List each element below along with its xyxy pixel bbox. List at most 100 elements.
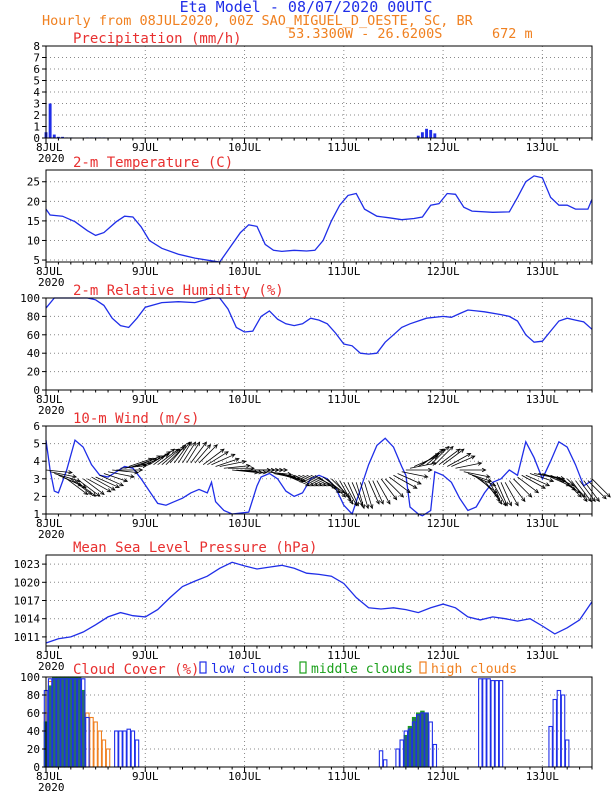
low-cloud-bar [428,721,433,768]
wind-arrow [190,441,207,464]
wind-arrow-head [305,482,311,487]
wind-arrow-head [100,490,105,495]
low-cloud-bar [130,730,136,768]
wind-arrow [355,482,365,509]
wind-arrow [422,448,444,466]
wind-arrow-head [386,499,391,505]
legend-middle-label: middle clouds [311,662,413,677]
y-tick-label: 6 [33,420,40,433]
wind-arrow-head [134,470,140,475]
wind-arrow [364,482,373,509]
low-cloud-bar [564,739,570,768]
x-year-label: 2020 [38,781,65,792]
wind-arrow [463,471,490,478]
wind-arrow [207,451,229,466]
gridlines [46,170,592,262]
wind-arrow-head [72,474,78,479]
wind-arrow [149,451,171,466]
wind-arrow-head [262,470,268,475]
x-day-label: 11JUL [327,649,360,662]
wind-arrow [372,480,384,505]
wind-arrow-head [412,484,418,489]
y-tick-label: 1011 [14,631,41,644]
y-tick-label: 100 [20,292,40,305]
wind-arrow-head [81,484,87,488]
low-cloud-bar [494,680,500,768]
high-cloud-bar [101,739,107,768]
wind-arrow [66,478,88,495]
wind-arrow [384,478,404,498]
wind-arrow [103,473,128,482]
x-day-label: 12JUL [427,649,460,662]
x-day-label: 8JUL [36,141,63,154]
panel-title: 2-m Relative Humidity (%) [73,283,284,299]
x-day-label: 11JUL [327,265,360,278]
wind-arrow [54,473,81,482]
wind-arrow-head [138,467,144,473]
low-cloud-bar [395,748,400,768]
wind-arrow-head [123,478,129,483]
wind-arrow-head [502,501,507,507]
wind-arrow [504,482,519,506]
wind-arrow [430,446,450,466]
wind-arrow-head [365,504,370,510]
panel-title: Cloud Cover (%) [73,662,199,678]
x-year-label: 2020 [38,152,65,165]
wind-arrow [202,448,225,466]
x-day-label: 13JUL [526,770,559,783]
wind-arrow-head [498,499,503,505]
wind-arrow [347,482,359,506]
wind-arrow [298,474,322,487]
x-day-label: 12JUL [427,265,460,278]
x-year-label: 2020 [38,528,65,541]
wind-arrow-head [313,482,319,487]
wind-arrow-head [83,490,89,495]
legend-low-clouds: low clouds [199,661,289,677]
x-day-label: 13JUL [526,141,559,154]
wind-arrow-head [110,486,116,491]
chart-subtitle: Hourly from 08JUL2020, 00Z SAO_MIGUEL_D_… [42,13,474,29]
wind-arrow [550,474,575,487]
wind-arrow-head [91,492,97,497]
wind-arrow-head [283,467,289,473]
legend-low-swatch [199,661,207,674]
x-day-label: 9JUL [132,649,159,662]
low-cloud-bar [134,739,140,768]
low-cloud-bar [560,694,566,768]
wind-arrow [413,455,438,467]
x-day-label: 10JUL [228,265,261,278]
wind-arrow-head [606,493,611,498]
wind-arrow [169,444,186,464]
legend-high-swatch [419,661,427,674]
wind-arrow [95,476,120,488]
precip-bar [420,132,424,138]
panel-title: 10-m Wind (m/s) [73,411,199,427]
wind-arrow-head [416,480,422,485]
wind-arrow-head [355,501,359,507]
x-day-label: 13JUL [526,265,559,278]
wind-arrow [91,476,116,491]
low-cloud-bar [126,728,131,768]
y-tick-label: 1 [33,508,40,521]
gridlines [46,298,592,390]
wind-arrow [112,469,139,473]
wind-arrow [455,462,482,469]
wind-arrow [513,478,532,498]
high-cloud-bar [93,721,98,768]
low-cloud-bar [399,739,404,768]
wind-arrow-head [534,488,540,494]
x-day-label: 9JUL [132,265,159,278]
y-tick-label: 5 [33,438,40,451]
precip-bar [433,133,437,138]
wind-arrow-head [449,445,454,451]
wind-arrow-head [514,501,519,507]
wind-arrow-head [477,461,483,466]
wind-arrow-head [503,501,508,507]
y-tick-label: 4 [33,86,40,99]
wind-arrow [173,441,191,464]
x-day-label: 10JUL [228,770,261,783]
wind-arrow-head [258,470,264,475]
wind-arrow-head [428,467,433,473]
low-cloud-bar [378,750,384,768]
wind-arrow-head [527,493,533,498]
